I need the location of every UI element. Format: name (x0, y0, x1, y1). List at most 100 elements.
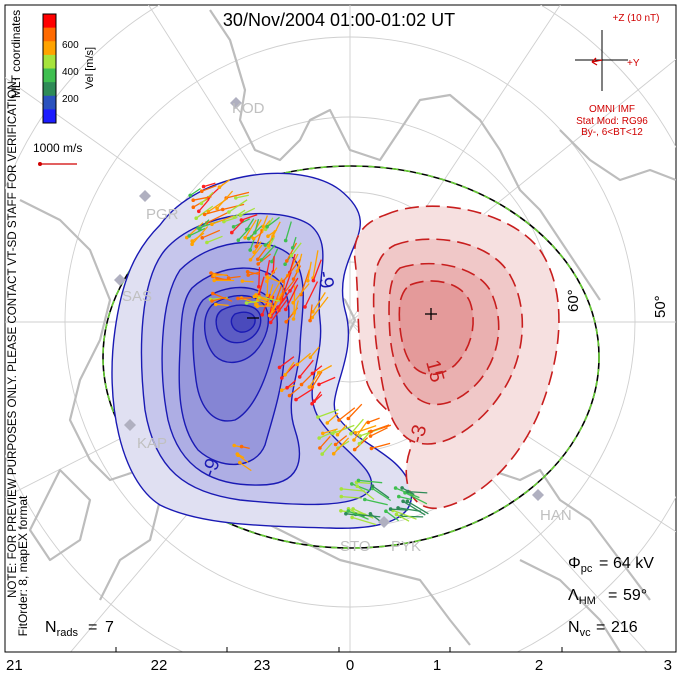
velocity-vector-origin (191, 198, 195, 202)
velocity-vector (335, 435, 348, 446)
velocity-vector (358, 430, 372, 445)
velocity-vector (312, 292, 326, 313)
coordinate-system-label: MLT coordinates (9, 10, 23, 98)
velocity-vector-origin (355, 484, 360, 489)
velocity-vector (246, 300, 259, 304)
velocity-vector (370, 424, 390, 433)
station-label: SAS (122, 288, 152, 305)
velocity-vector-origin (317, 382, 321, 387)
mlt-tick-label: 21 (6, 657, 23, 674)
reference-vector: 1000 m/s (33, 141, 82, 166)
velocity-vector (267, 230, 276, 247)
velocity-vector-origin (369, 429, 373, 434)
velocity-vector (249, 244, 263, 261)
station-marker (139, 190, 151, 202)
phi-pc-eq: = (599, 555, 608, 572)
lat-label-60: 60° (565, 289, 582, 312)
imf-by-label: +Y (627, 58, 640, 69)
velocity-vector-origin (202, 212, 207, 217)
velocity-vector-origin (190, 242, 194, 246)
velocity-vector (333, 437, 350, 455)
velocity-vector-origin (263, 243, 268, 247)
imf-bz-label: +Z (10 nT) (613, 13, 660, 24)
velocity-vector-origin (335, 432, 340, 437)
velocity-vector-origin (197, 209, 201, 214)
velocity-vector-origin (346, 509, 351, 513)
velocity-vector-origin (325, 421, 330, 425)
velocity-vector (255, 229, 263, 247)
dawn-convection-cell (353, 205, 560, 509)
velocity-vector (285, 284, 299, 310)
velocity-vector (367, 417, 380, 424)
velocity-vector-origin (344, 511, 348, 516)
velocity-vector-origin (308, 355, 313, 360)
velocity-vector-origin (284, 320, 289, 324)
velocity-vector (364, 498, 388, 506)
velocity-vector (193, 196, 212, 201)
velocity-vector (351, 483, 371, 492)
velocity-vector-origin (321, 431, 325, 436)
velocity-vector (356, 485, 375, 501)
velocity-vector-origin (248, 248, 252, 252)
velocity-vector (348, 510, 369, 520)
station-label: KOD (232, 100, 265, 117)
velocity-vector (292, 236, 297, 248)
velocity-vector (392, 509, 417, 520)
velocity-vector-origin (245, 227, 249, 232)
velocity-vector (311, 371, 323, 388)
colorbar-tick: 400 (62, 67, 79, 78)
velocity-vector (292, 300, 299, 320)
velocity-vector-origin (333, 442, 338, 447)
velocity-vector (289, 277, 299, 292)
velocity-vector (371, 442, 391, 450)
station-label: KAP (137, 435, 167, 452)
velocity-vector-origin (349, 431, 353, 436)
velocity-vector-origin (316, 415, 320, 419)
velocity-vector (270, 296, 287, 318)
velocity-vector (358, 479, 383, 484)
velocity-vector-origin (257, 284, 261, 289)
velocity-vector (262, 215, 269, 227)
velocity-vector-origin (396, 506, 400, 510)
velocity-vector-origin (401, 499, 405, 504)
velocity-vector-origin (232, 443, 236, 448)
velocity-vector (407, 490, 428, 494)
velocity-vector-origin (308, 318, 312, 323)
velocity-vector (266, 259, 271, 275)
velocity-vector (269, 292, 283, 316)
velocity-vector (206, 212, 228, 224)
velocity-vector (347, 403, 363, 419)
velocity-vector-origin (394, 512, 399, 517)
velocity-vector-origin (222, 219, 226, 224)
velocity-vector (351, 516, 377, 526)
mlt-tick-label: 0 (346, 657, 354, 674)
velocity-vector (286, 379, 297, 389)
reference-vector-label: 1000 m/s (33, 141, 82, 155)
velocity-vector (356, 481, 371, 485)
phi-pc-value: 64 kV (613, 555, 654, 572)
velocity-vector-origin (405, 499, 410, 504)
velocity-vector-origin (238, 460, 242, 465)
velocity-vector-origin (190, 239, 194, 243)
velocity-vector-origin (295, 269, 300, 273)
velocity-vector (216, 190, 234, 209)
velocity-vector-origin (248, 258, 253, 262)
velocity-vector-origin (297, 375, 302, 379)
imf-source: OMNI IMF (589, 104, 635, 115)
velocity-vector-origin (236, 296, 240, 301)
station-label: PGR (146, 206, 179, 223)
velocity-vector-origin (220, 207, 225, 212)
mlt-tick-label: 2 (535, 657, 543, 674)
velocity-vector (286, 242, 298, 262)
n-rads-value: 7 (105, 619, 114, 636)
velocity-vector-origin (231, 225, 236, 229)
velocity-vector-origin (238, 213, 243, 218)
potential-extrema (247, 308, 437, 320)
velocity-vector (311, 296, 329, 318)
velocity-vector (319, 435, 331, 449)
velocity-vector-origin (234, 196, 238, 200)
colorbar-segment (43, 14, 56, 29)
velocity-vector-origin (240, 279, 245, 283)
velocity-vector-origin (337, 418, 341, 422)
velocity-vector-origin (339, 494, 344, 499)
